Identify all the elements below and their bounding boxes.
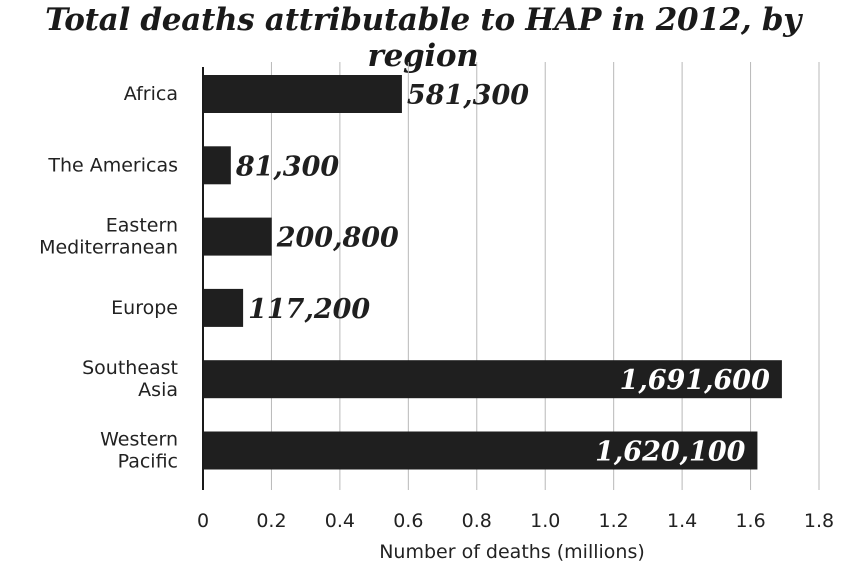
category-label-line: Eastern: [106, 215, 178, 237]
x-tick-label: 0: [197, 510, 209, 532]
x-tick-label: 1.2: [599, 510, 629, 532]
category-label-line: Southeast: [82, 357, 178, 379]
x-tick-label: 1.6: [735, 510, 765, 532]
category-label: Western Pacific: [100, 429, 178, 473]
x-axis-title: Number of deaths (millions): [379, 541, 645, 563]
value-label: 1,691,600: [620, 365, 771, 396]
category-labels: Africa The Americas Eastern Mediterranean Eu…: [39, 83, 178, 473]
x-tick-labels: 0 0.2 0.4 0.6 0.8 1.0 1.2 1.4 1.6 1.8: [197, 510, 834, 532]
category-label-line: Western: [100, 429, 178, 451]
chart-title: Total deaths attributable to HAP in 2012…: [45, 2, 801, 74]
category-label: Eastern Mediterranean: [39, 215, 178, 259]
value-label: 200,800: [276, 223, 399, 254]
category-label-line: Pacific: [118, 451, 178, 473]
value-labels: 581,300 81,300 200,800 117,200 1,691,600 1,62…: [235, 80, 770, 468]
category-label-line: Africa: [124, 83, 178, 105]
bars: [203, 75, 782, 470]
category-label-line: Europe: [111, 297, 178, 319]
bar: [203, 75, 402, 113]
x-tick-label: 0.8: [462, 510, 492, 532]
category-label-line: The Americas: [47, 154, 178, 176]
category-label: The Americas: [47, 154, 178, 176]
x-tick-label: 0.4: [325, 510, 355, 532]
value-label: 117,200: [248, 294, 370, 325]
bar: [203, 360, 782, 399]
grid-lines: [270, 62, 820, 490]
category-label-line: Asia: [138, 379, 178, 401]
value-label: 81,300: [235, 151, 340, 182]
x-tick-label: 0.2: [256, 510, 286, 532]
bar: [203, 288, 244, 327]
x-tick-label: 1.4: [667, 510, 697, 532]
bar: [203, 146, 231, 185]
category-label: Southeast Asia: [82, 357, 178, 401]
category-label: Europe: [111, 297, 178, 319]
value-label: 581,300: [407, 80, 529, 111]
x-tick-label: 1.8: [804, 510, 834, 532]
bar: [203, 431, 758, 470]
category-label-line: Mediterranean: [39, 237, 178, 259]
bar: [203, 217, 272, 256]
x-tick-label: 1.0: [530, 510, 560, 532]
category-label: Africa: [124, 83, 178, 105]
x-tick-label: 0.6: [393, 510, 423, 532]
value-label: 1,620,100: [595, 437, 746, 468]
